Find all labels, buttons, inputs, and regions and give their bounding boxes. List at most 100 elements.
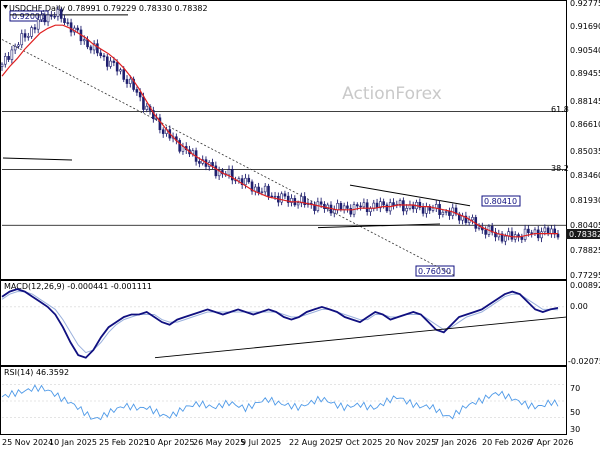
y-tick: 0.78825 [570, 246, 600, 255]
rsi-y-tick: 50 [570, 408, 580, 417]
x-tick: 22 Aug 2025 [289, 438, 340, 447]
candle-body [444, 211, 448, 213]
candle-body [145, 105, 149, 110]
candle-body [471, 217, 474, 221]
candle-body [56, 9, 60, 17]
candle-body [244, 177, 247, 186]
candle-body [405, 208, 408, 212]
candle-body [198, 161, 201, 164]
candle-body [158, 117, 162, 131]
candle-body [421, 207, 425, 214]
candle-body [382, 201, 385, 206]
candle-body [263, 185, 267, 193]
macd-marks [1, 288, 567, 359]
candle-body [540, 231, 543, 239]
candle-body [43, 14, 47, 23]
candle-body [20, 33, 24, 46]
price-collapse-icon[interactable] [3, 5, 8, 9]
candle-body [211, 162, 214, 167]
macd-panel [0, 280, 567, 366]
x-tick: 7 Oct 2025 [338, 438, 382, 447]
candle-body [50, 14, 53, 17]
x-tick: 9 Jul 2025 [241, 438, 281, 447]
candle-body [63, 18, 66, 23]
x-tick: 25 Nov 2024 [2, 438, 53, 447]
rsi-panel [0, 366, 567, 435]
candle-body [319, 201, 323, 205]
candle-body [303, 196, 306, 205]
candle-body [138, 92, 142, 98]
candle-body [359, 205, 362, 208]
candle-body [115, 62, 119, 72]
candle-body [458, 213, 461, 221]
candle-body [530, 232, 533, 234]
candle-body [365, 202, 369, 213]
candle-body [379, 201, 382, 209]
candle-body [227, 169, 231, 176]
rsi-marks [1, 384, 566, 421]
candle-body [464, 215, 468, 223]
candle-body [13, 45, 17, 51]
candle-body [290, 198, 293, 203]
macd-y-tick: -0.020759 [568, 357, 600, 366]
candle-body [59, 9, 63, 19]
y-tick: 0.85035 [570, 147, 600, 156]
candle-body [7, 56, 10, 60]
high-label: 0.92000 [12, 12, 45, 21]
candle-body [369, 208, 372, 213]
candle-body [129, 78, 132, 84]
y-tick: 0.77295 [570, 271, 600, 280]
candle-body [267, 185, 270, 197]
y-tick: 0.90540 [570, 46, 600, 55]
candle-body [546, 227, 550, 235]
x-tick: 20 Feb 2026 [482, 438, 532, 447]
candle-body [23, 33, 27, 38]
candle-body [112, 60, 116, 63]
moving-average-line [1, 24, 558, 238]
y-tick: 0.89455 [570, 69, 600, 78]
candle-body [349, 208, 353, 215]
candle-body [0, 63, 4, 67]
candle-body [402, 200, 405, 212]
y-tick: 0.88145 [570, 97, 600, 106]
swing-high-label-box [481, 195, 521, 207]
y-tick: 0.83460 [570, 171, 600, 180]
macd-header: MACD(12,26,9) -0.000441 -0.001111 [4, 282, 152, 291]
candle-body [520, 236, 524, 240]
x-tick: 10 Jan 2025 [49, 438, 97, 447]
candle-body [454, 207, 458, 215]
candle-body [178, 140, 181, 152]
watermark: ActionForex [342, 84, 442, 104]
candle-body [33, 27, 37, 30]
candle-body [142, 96, 145, 110]
candle-body [36, 19, 40, 30]
candle-body [30, 27, 33, 37]
candle-body [214, 165, 218, 177]
candle-body [240, 178, 244, 186]
candle-body [99, 52, 102, 56]
candle-body [425, 206, 428, 214]
candle-body [494, 231, 497, 238]
candle-body [556, 233, 560, 238]
low-label: 0.76030 [418, 267, 451, 276]
candle-body [523, 228, 527, 240]
candle-body [339, 203, 343, 210]
macd-y-tick: 0.008923 [570, 281, 600, 290]
candle-body [119, 69, 122, 72]
candle-body [484, 229, 487, 235]
rsi-header: RSI(14) 46.3592 [4, 368, 69, 377]
candle-body [247, 177, 251, 183]
candle-body [66, 22, 70, 24]
candle-body [132, 78, 135, 90]
wedge-upper [349, 184, 471, 207]
candle-body [230, 169, 234, 181]
candle-body [392, 202, 395, 206]
low-label-box [415, 265, 455, 277]
swing-high-label: 0.80410 [484, 197, 517, 206]
candle-body [105, 56, 109, 67]
candle-body [332, 209, 336, 214]
candle-body [500, 233, 504, 242]
candle-body [161, 129, 165, 134]
x-tick: 7 Jan 2026 [434, 438, 477, 447]
candle-body [270, 195, 274, 198]
